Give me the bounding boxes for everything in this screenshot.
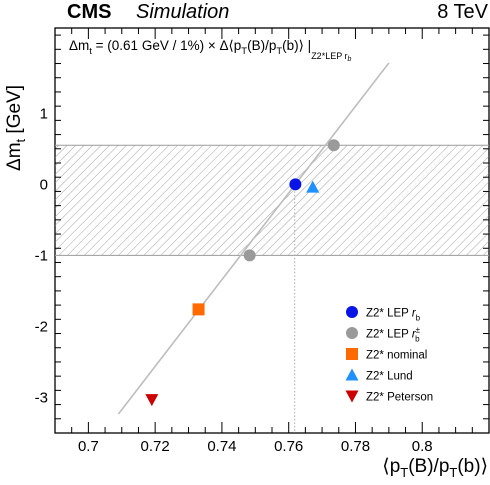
- formula-lhs-sub: t: [89, 46, 92, 57]
- formula-tail-subsub: b: [348, 56, 352, 63]
- y-axis-label: Δmt [GeV]: [4, 85, 28, 171]
- legend-marker: [346, 306, 358, 318]
- fit-line-layer: [117, 62, 390, 433]
- formula-sub2: T: [276, 46, 282, 57]
- data-point: [192, 303, 205, 316]
- y-tick-label: -2: [35, 318, 48, 335]
- formula-mid2: (B)/p: [247, 38, 276, 53]
- data-point: [327, 139, 340, 152]
- x-tick-label: 0.76: [274, 438, 303, 455]
- experiment-label: CMS: [67, 1, 111, 23]
- x-tick-label: 0.7: [78, 438, 99, 455]
- x-tick-label: 0.8: [412, 438, 433, 455]
- axis-ticks: 0.7 0.72 0.74 0.76 0.78 0.8 -3 -2 -1 0 1: [35, 28, 490, 455]
- band-hatch: [55, 145, 489, 256]
- y-tick-label: 0: [40, 176, 48, 193]
- data-point: [289, 178, 302, 191]
- data-point: [306, 180, 320, 193]
- formula-sub1: T: [241, 46, 247, 57]
- data-points: [145, 139, 340, 407]
- uncertainty-band: [55, 144, 489, 256]
- legend-label: Z2* LEP r± b: [366, 326, 421, 344]
- formula: Δmt = (0.61 GeV / 1%) × Δ⟨pT(B)/pT(b)⟩ |…: [69, 38, 352, 63]
- y-tick-label: 1: [40, 105, 48, 122]
- energy-label: 8 TeV: [437, 1, 488, 23]
- status-label: Simulation: [136, 1, 229, 23]
- x-axis-label: ⟨pT(B)/pT(b)⟩: [382, 456, 488, 480]
- legend: Z2* LEP rb Z2* LEP r± b Z2* nominal Z2* Lund…: [345, 306, 433, 404]
- x-tick-label: 0.72: [141, 438, 170, 455]
- data-point: [145, 394, 159, 407]
- legend-marker: [345, 390, 359, 403]
- x-tick-label: 0.74: [207, 438, 236, 455]
- legend-label: Z2* Peterson: [366, 392, 433, 404]
- data-point: [243, 249, 256, 262]
- formula-rhs: (b)⟩ |: [282, 38, 311, 53]
- legend-label: Z2* nominal: [366, 350, 427, 362]
- y-tick-label: -1: [35, 247, 48, 264]
- legend-marker: [345, 368, 359, 381]
- legend-marker: [346, 327, 358, 339]
- formula-lhs: Δm: [69, 38, 89, 53]
- legend-marker: [346, 348, 358, 360]
- legend-label: Z2* Lund: [366, 371, 413, 383]
- y-tick-label: -3: [35, 389, 48, 406]
- calibration-line: [117, 62, 390, 415]
- legend-label: Z2* LEP rb: [366, 308, 421, 323]
- x-tick-label: 0.78: [341, 438, 370, 455]
- formula-tail-sub: Z2*LEP r: [311, 51, 347, 61]
- formula-mid: = (0.61 GeV / 1%) × Δ⟨p: [92, 38, 241, 53]
